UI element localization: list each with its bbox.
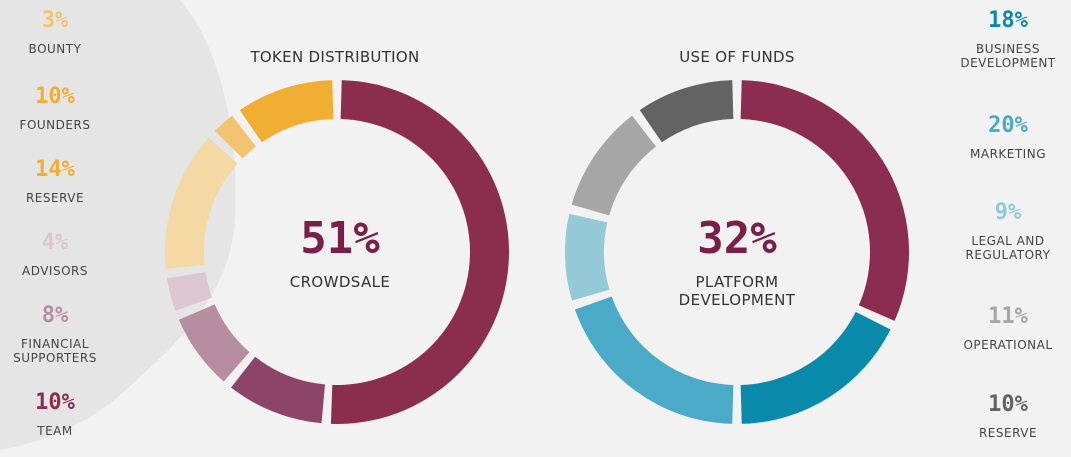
slice-legal-and-regulatory [565, 213, 610, 301]
slice-platform-development [740, 80, 909, 321]
background-shape [0, 0, 236, 450]
legend-label: MARKETING [970, 147, 1046, 161]
legend-item-bounty: 3% BOUNTY [0, 8, 110, 56]
legend-item-marketing: 20% MARKETING [945, 113, 1071, 161]
legend-item-legal-regulatory: 9% LEGAL AND REGULATORY [945, 200, 1071, 262]
legend-pct: 14% [35, 157, 75, 182]
legend-item-financial-supporters: 8% FINANCIAL SUPPORTERS [0, 303, 110, 365]
legend-label: LEGAL AND REGULATORY [965, 234, 1051, 262]
slice-financial-supporters [178, 304, 250, 382]
legend-pct: 10% [35, 390, 75, 415]
use-of-funds-title: USE OF FUNDS [679, 48, 795, 66]
slice-bounty [214, 115, 256, 159]
legend-pct: 4% [41, 230, 69, 255]
slice-team [231, 356, 326, 424]
legend-item-advisors: 4% ADVISORS [0, 230, 110, 278]
slice-business-development [740, 311, 891, 424]
legend-pct: 10% [988, 392, 1028, 417]
legend-pct: 9% [994, 200, 1022, 225]
slice-reserve [165, 137, 238, 269]
legend-item-founders: 10% FOUNDERS [0, 84, 110, 132]
legend-pct: 10% [35, 84, 75, 109]
center-label: CROWDSALE [289, 273, 391, 291]
legend-item-business-development: 18% BUSINESS DEVELOPMENT [945, 8, 1071, 70]
legend-label: BOUNTY [28, 42, 82, 56]
use-of-funds-donut [565, 80, 909, 424]
center-label: PLATFORM DEVELOPMENT [678, 273, 796, 309]
token-distribution-center: 51% CROWDSALE [240, 213, 440, 292]
legend-label: RESERVE [25, 191, 85, 205]
legend-label: BUSINESS DEVELOPMENT [960, 42, 1056, 70]
use-of-funds-center: 32% PLATFORM DEVELOPMENT [637, 213, 837, 310]
center-percentage: 32% [697, 213, 777, 264]
legend-label: FINANCIAL SUPPORTERS [13, 337, 97, 365]
legend-item-reserve-funds: 10% RESERVE [945, 392, 1071, 440]
token-distribution-title: TOKEN DISTRIBUTION [250, 48, 420, 66]
legend-pct: 20% [988, 113, 1028, 138]
slice-founders [239, 80, 334, 143]
legend-label: OPERATIONAL [963, 338, 1053, 352]
legend-pct: 18% [988, 8, 1028, 33]
center-percentage: 51% [300, 213, 380, 264]
slice-advisors [167, 272, 213, 311]
legend-pct: 11% [988, 304, 1028, 329]
slice-crowdsale [330, 80, 510, 425]
legend-pct: 8% [41, 303, 69, 328]
legend-label: FOUNDERS [19, 118, 91, 132]
legend-label: TEAM [37, 424, 73, 438]
legend-label: ADVISORS [21, 264, 88, 278]
legend-item-reserve: 14% RESERVE [0, 157, 110, 205]
legend-label: RESERVE [978, 426, 1038, 440]
slice-marketing [574, 296, 734, 424]
legend-item-operational: 11% OPERATIONAL [945, 304, 1071, 352]
slice-reserve [639, 80, 734, 143]
slice-operational [571, 115, 656, 216]
token-distribution-donut [165, 80, 510, 425]
legend-item-team: 10% TEAM [0, 390, 110, 438]
legend-pct: 3% [41, 8, 69, 33]
